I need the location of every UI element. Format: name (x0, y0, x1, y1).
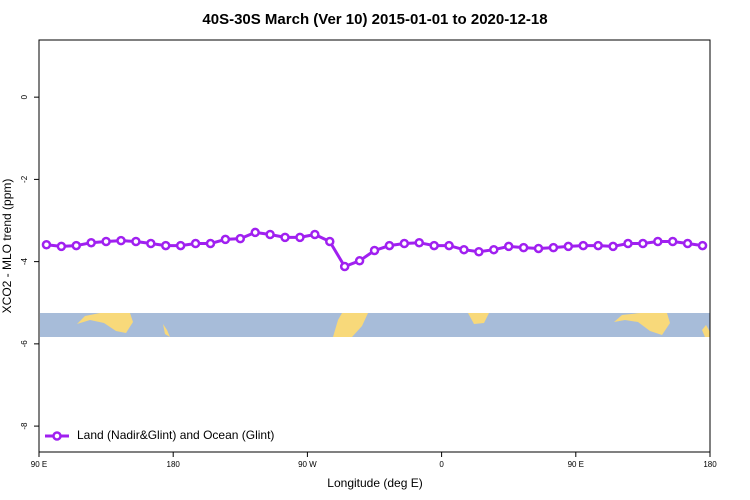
legend-marker (52, 431, 62, 441)
data-point (354, 256, 365, 266)
data-point (325, 236, 335, 247)
y-tick-label: -6 (20, 340, 29, 348)
data-point (414, 237, 424, 248)
data-point (638, 238, 648, 249)
data-point (295, 232, 305, 243)
x-axis-label: Longitude (deg E) (327, 476, 422, 490)
data-point (384, 240, 395, 251)
x-tick-label: 180 (703, 460, 717, 469)
x-tick-label: 180 (167, 460, 181, 469)
data-point (205, 238, 216, 249)
data-point (190, 238, 201, 249)
data-point (369, 245, 380, 256)
data-point (593, 240, 603, 251)
data-point (339, 261, 350, 272)
data-point (56, 241, 67, 252)
data-point (86, 237, 96, 248)
plot-frame (38, 39, 711, 453)
data-point (682, 238, 693, 249)
x-tick-label: 90 E (568, 460, 584, 469)
data-point (220, 234, 231, 245)
data-point (310, 229, 320, 240)
data-point (41, 240, 52, 250)
legend-label: Land (Nadir&Glint) and Ocean (Glint) (77, 428, 274, 442)
y-axis-label: XCO2 - MLO trend (ppm) (0, 179, 14, 314)
data-point (131, 236, 141, 247)
y-tick-label: 0 (20, 94, 29, 99)
y-tick-label: -2 (20, 175, 29, 183)
data-point (265, 229, 275, 240)
y-tick-label: -8 (20, 422, 29, 430)
data-point (101, 236, 111, 247)
data-point (608, 241, 618, 252)
data-point (71, 240, 82, 251)
data-point (459, 244, 469, 255)
data-point (518, 242, 529, 253)
chart-title: 40S-30S March (Ver 10) 2015-01-01 to 202… (202, 11, 547, 28)
data-point (653, 236, 663, 247)
data-point (429, 240, 439, 251)
x-tick-label: 0 (439, 460, 444, 469)
data-point (667, 236, 678, 247)
data-point (116, 235, 126, 246)
data-point (563, 241, 574, 252)
data-point (489, 244, 499, 255)
data-point (548, 242, 559, 253)
data-point (533, 243, 544, 254)
data-point (697, 240, 708, 251)
data-point (175, 240, 186, 251)
data-point (399, 238, 410, 249)
map-strip (40, 313, 710, 337)
data-point (280, 232, 290, 243)
data-point (503, 241, 514, 252)
data-point (578, 240, 589, 251)
data-point (474, 247, 484, 257)
data-point (444, 240, 454, 251)
data-point (146, 238, 156, 249)
x-tick-label: 90 E (31, 460, 47, 469)
data-point (250, 227, 260, 238)
data-point (160, 240, 171, 251)
y-tick-label: -4 (20, 258, 29, 266)
x-tick-label: 90 W (298, 460, 317, 469)
data-point (235, 233, 246, 244)
data-point (623, 238, 633, 249)
